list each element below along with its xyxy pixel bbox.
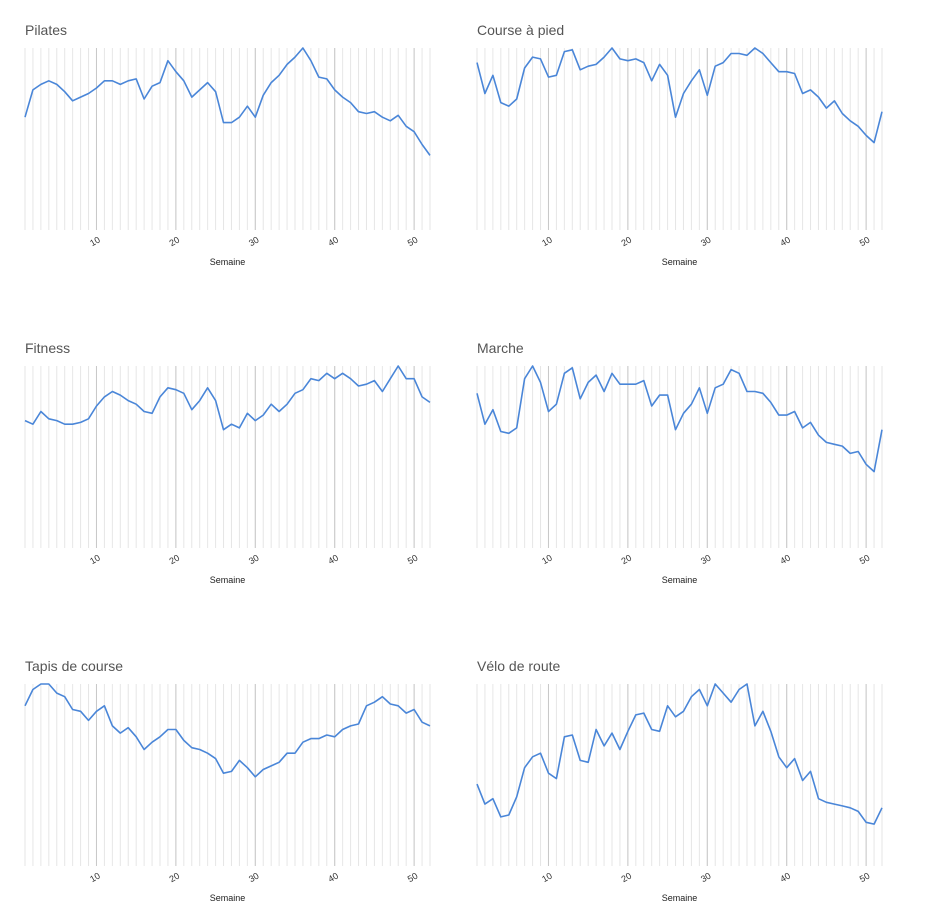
- x-tick-label: 20: [620, 871, 634, 885]
- x-tick-label: 30: [247, 235, 261, 249]
- trend-line: [476, 365, 883, 473]
- trend-line: [476, 683, 883, 825]
- x-tick-label: 50: [858, 871, 872, 885]
- x-tick-label: 10: [540, 871, 554, 885]
- chart-title: Pilates: [25, 22, 67, 38]
- chart-title: Course à pied: [477, 22, 564, 38]
- x-tick-label: 40: [778, 553, 792, 567]
- x-tick-label: 10: [540, 235, 554, 249]
- x-axis-label: Semaine: [662, 893, 698, 903]
- x-tick-label: 40: [326, 871, 340, 885]
- x-tick-label: 40: [778, 871, 792, 885]
- x-tick-label: 20: [168, 235, 182, 249]
- x-tick-label: 20: [620, 235, 634, 249]
- x-tick-label: 10: [88, 235, 102, 249]
- x-tick-label: 50: [858, 553, 872, 567]
- chart-title: Tapis de course: [25, 658, 123, 674]
- x-tick-label: 30: [247, 553, 261, 567]
- x-tick-label: 30: [699, 235, 713, 249]
- x-axis-label: Semaine: [662, 575, 698, 585]
- trend-line: [24, 365, 431, 431]
- x-tick-label: 30: [247, 871, 261, 885]
- x-axis-label: Semaine: [662, 257, 698, 267]
- x-tick-label: 10: [540, 553, 554, 567]
- x-tick-label: 30: [699, 553, 713, 567]
- x-tick-label: 10: [88, 871, 102, 885]
- x-tick-label: 50: [858, 235, 872, 249]
- trend-line: [24, 47, 431, 156]
- x-tick-label: 20: [620, 553, 634, 567]
- x-axis-label: Semaine: [210, 575, 246, 585]
- x-tick-label: 50: [406, 553, 420, 567]
- x-tick-label: 10: [88, 553, 102, 567]
- trend-line: [476, 47, 883, 144]
- x-tick-label: 40: [326, 235, 340, 249]
- chart-title: Marche: [477, 340, 524, 356]
- x-tick-label: 40: [778, 235, 792, 249]
- x-axis-label: Semaine: [210, 257, 246, 267]
- chart-title: Vélo de route: [477, 658, 560, 674]
- x-tick-label: 20: [168, 553, 182, 567]
- trend-line: [24, 683, 431, 778]
- x-tick-label: 50: [406, 235, 420, 249]
- chart-title: Fitness: [25, 340, 70, 356]
- x-tick-label: 50: [406, 871, 420, 885]
- x-axis-label: Semaine: [210, 893, 246, 903]
- x-tick-label: 20: [168, 871, 182, 885]
- x-tick-label: 40: [326, 553, 340, 567]
- x-tick-label: 30: [699, 871, 713, 885]
